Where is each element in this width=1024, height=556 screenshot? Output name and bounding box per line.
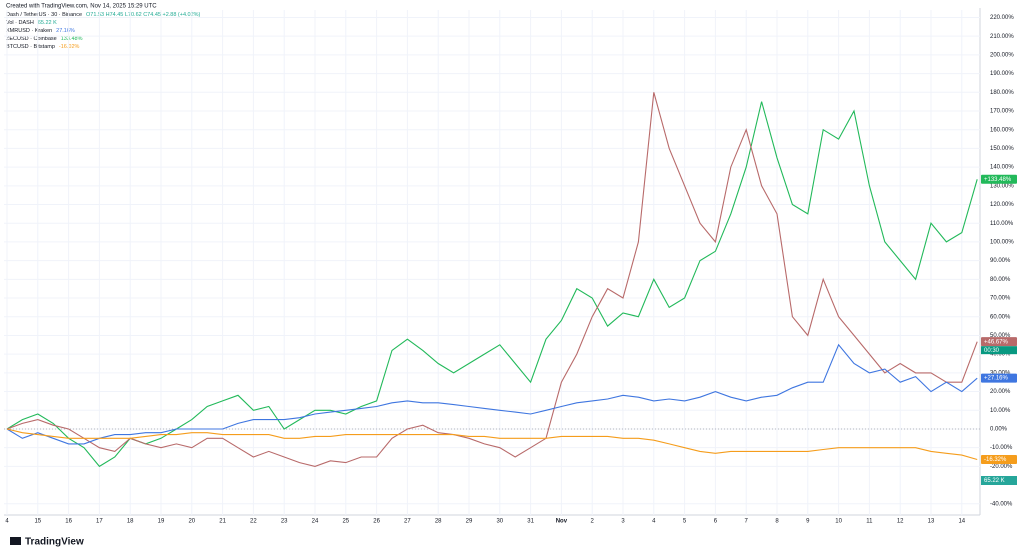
x-tick-label: 27: [404, 519, 411, 525]
grid: [4, 10, 980, 515]
price-badge-label: +46.67%: [984, 339, 1009, 345]
price-badge: [981, 337, 1017, 347]
x-tick-label: 9: [806, 519, 810, 525]
logo-mark: [10, 537, 21, 545]
volume-badge: [981, 476, 1017, 485]
price-badge-label: +27.16%: [984, 376, 1009, 382]
x-tick-label: 17: [96, 519, 103, 525]
x-tick-label: 20: [188, 519, 195, 525]
price-badge: [981, 373, 1017, 383]
y-tick-label: 160.00%: [990, 127, 1014, 133]
legend-value: -16.02%: [59, 44, 80, 50]
y-tick-label: 120.00%: [990, 202, 1014, 208]
legend-entry: BTCUSD · Bitstamp -16.02%: [6, 44, 80, 50]
y-tick-label: -10.00%: [990, 445, 1013, 451]
series-line: [6, 92, 978, 467]
series-line: [6, 101, 978, 468]
y-tick-label: 180.00%: [990, 90, 1014, 96]
x-tick-label: 12: [897, 519, 904, 525]
y-tick-label: 50.00%: [990, 333, 1011, 339]
legend-entry: XMRUSD · Kraken 27.16%: [6, 28, 75, 34]
y-tick-label: 70.00%: [990, 296, 1011, 302]
x-tick-label: 16: [65, 519, 72, 525]
y-tick-label: 190.00%: [990, 71, 1014, 77]
x-tick-label: 24: [312, 519, 319, 525]
x-tick-label: 4: [652, 519, 656, 525]
x-tick-label: 7: [745, 519, 749, 525]
legend-name: Dash / TetherUS · 30 · Binance: [6, 12, 82, 18]
price-badge-label: +133.48%: [984, 177, 1012, 183]
x-tick-label: 22: [250, 519, 257, 525]
x-tick-label: 31: [527, 519, 534, 525]
x-tick-label: 11: [866, 519, 873, 525]
x-tick-label: 15: [34, 519, 41, 525]
countdown-label: 00:30: [984, 348, 1000, 354]
x-tick-label: 19: [158, 519, 165, 525]
y-tick-label: 30.00%: [990, 370, 1011, 376]
x-tick-label: 14: [958, 519, 965, 525]
x-tick-label: 23: [281, 519, 288, 525]
legend-name: XMRUSD · Kraken: [6, 28, 52, 34]
volume-badge-label: 65.22 K: [984, 478, 1005, 484]
legend-entry: ZECUSD · Coinbase 133.48%: [6, 36, 83, 42]
x-tick-label: 29: [466, 519, 473, 525]
x-tick-label: 25: [342, 519, 349, 525]
y-tick-label: 100.00%: [990, 240, 1014, 246]
legend-value: 133.48%: [61, 36, 83, 42]
legend-name: ZECUSD · Coinbase: [6, 36, 57, 42]
x-tick-label: 18: [127, 519, 134, 525]
legend-value: 65.22 K: [38, 20, 57, 26]
price-badge: [981, 454, 1017, 464]
x-tick-label: 21: [219, 519, 226, 525]
price-badge-label: -16.32%: [984, 457, 1007, 463]
x-tick-label: 30: [496, 519, 503, 525]
legend-name: BTCUSD · Bitstamp: [6, 44, 55, 50]
y-tick-label: 40.00%: [990, 352, 1011, 358]
x-tick-label: 10: [835, 519, 842, 525]
legend-value: 27.16%: [56, 28, 75, 34]
x-tick-label: 28: [435, 519, 442, 525]
legend-value: O71.53 H74.45 L70.62 C74.45 +2.88 (+4.02…: [86, 12, 201, 18]
y-tick-label: 220.00%: [990, 15, 1014, 21]
legend: Dash / TetherUS · 30 · Binance O71.53 H74…: [6, 12, 201, 50]
x-tick-label: Nov: [556, 519, 568, 525]
x-tick-label: 2: [591, 519, 595, 525]
y-tick-label: 20.00%: [990, 389, 1011, 395]
y-tick-label: 90.00%: [990, 258, 1011, 264]
x-tick-label: 8: [775, 519, 779, 525]
legend-entry: Dash / TetherUS · 30 · Binance O71.53 H74…: [6, 12, 201, 18]
x-tick-label: 26: [373, 519, 380, 525]
y-tick-label: 110.00%: [990, 221, 1014, 227]
price-badge: [981, 174, 1017, 184]
x-tick-label: 4: [5, 519, 9, 525]
series-line: [6, 428, 978, 461]
y-tick-label: 130.00%: [990, 183, 1014, 189]
y-tick-label: 210.00%: [990, 34, 1014, 40]
logo: TradingView: [10, 537, 84, 548]
countdown-badge: [981, 346, 1017, 355]
y-tick-label: -40.00%: [990, 501, 1013, 507]
x-tick-label: 3: [621, 519, 625, 525]
x-tick-label: 6: [714, 519, 718, 525]
y-tick-label: 60.00%: [990, 314, 1011, 320]
y-tick-label: 140.00%: [990, 165, 1014, 171]
y-tick-label: -20.00%: [990, 464, 1013, 470]
x-tick-label: 5: [683, 519, 687, 525]
series-line: [6, 343, 978, 445]
header: Created with TradingView.com, Nov 14, 20…: [6, 4, 157, 10]
x-tick-label: 13: [928, 519, 935, 525]
legend-name: Vol · DASH: [6, 20, 34, 26]
y-tick-label: 80.00%: [990, 277, 1011, 283]
y-tick-label: 0.00%: [990, 427, 1008, 433]
legend-entry: Vol · DASH 65.22 K: [6, 20, 57, 26]
y-tick-label: 10.00%: [990, 408, 1011, 414]
brand: TradingView: [25, 537, 84, 548]
y-tick-label: 170.00%: [990, 109, 1014, 115]
y-tick-label: 150.00%: [990, 146, 1014, 152]
y-tick-label: 200.00%: [990, 52, 1014, 58]
